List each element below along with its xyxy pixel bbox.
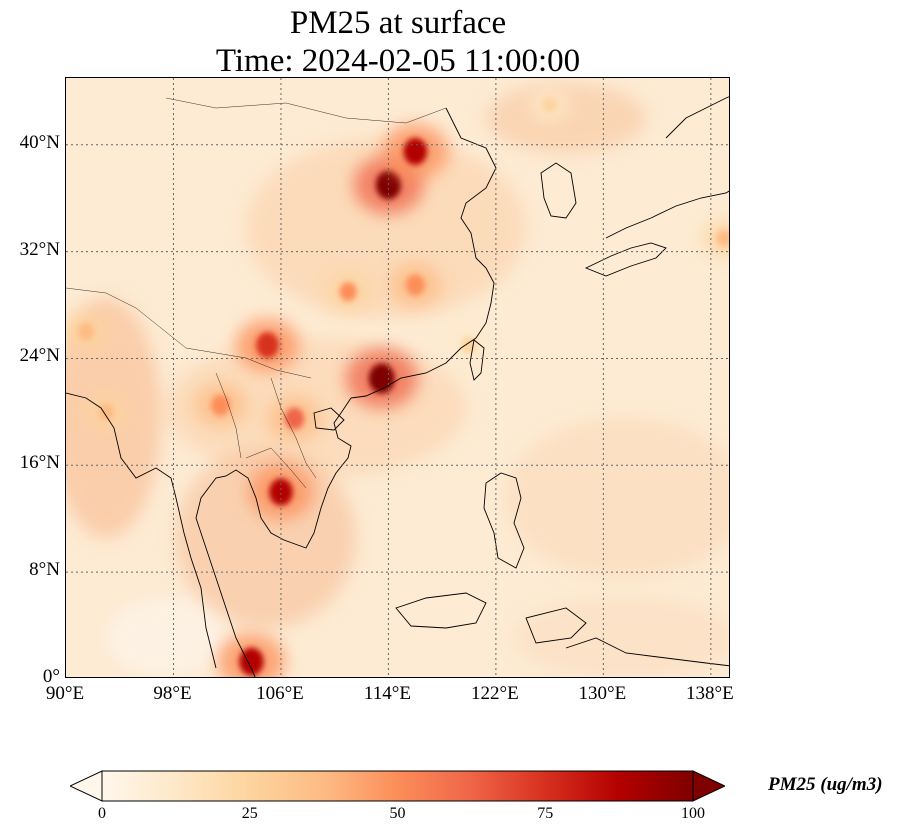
lat-tick-label: 16°N (19, 452, 60, 474)
lat-tick-label: 40°N (19, 131, 60, 153)
hotspot-7 (194, 383, 247, 428)
graticule (66, 78, 729, 677)
hotspot-12 (448, 327, 490, 363)
lat-tick-label: 8°N (29, 559, 60, 581)
colorbar-max-extend (692, 770, 725, 802)
map-title: PM25 at surface (289, 5, 507, 41)
map-subtitle-time: Time: 2024-02-05 11:00:00 (215, 43, 581, 79)
colorbar (70, 770, 725, 802)
hotspot-11 (217, 633, 286, 677)
lon-tick-label: 106°E (256, 683, 304, 704)
hotspot-4 (248, 464, 314, 520)
hotspot-1 (382, 124, 448, 179)
lon-tick-label: 114°E (363, 683, 411, 704)
pm25-hotspots (66, 87, 729, 677)
colorbar-label: PM25 (ug/m3) (768, 774, 883, 796)
pm25-field-map (66, 78, 729, 677)
lon-tick-label: 98°E (153, 683, 192, 704)
colorbar-tick-label: 0 (98, 805, 106, 822)
hotspot-9 (66, 312, 109, 351)
colorbar-tick-label: 100 (681, 805, 705, 822)
colorbar-tick-label: 50 (389, 805, 406, 822)
hotspot-14 (529, 87, 571, 123)
lat-tick-label: 24°N (19, 345, 60, 367)
hotspot-3 (345, 348, 418, 409)
colorbar-gradient (101, 770, 694, 802)
hotspot-2 (235, 318, 300, 372)
colorbar-min-extend (70, 770, 103, 802)
hotspot-13 (702, 219, 729, 257)
colorbar-label-text: PM25 (ug/m3) (768, 774, 883, 795)
lat-tick-label: 0° (42, 666, 60, 687)
colorbar-tick-label: 75 (537, 805, 554, 822)
coastlines (66, 96, 729, 677)
lon-tick-label: 90°E (45, 683, 85, 704)
lon-tick-label: 138°E (685, 683, 734, 704)
lat-tick-label: 32°N (19, 238, 60, 260)
lon-tick-label: 130°E (578, 683, 627, 704)
lon-tick-label: 122°E (471, 683, 519, 704)
hotspot-8 (324, 271, 373, 312)
hotspot-10 (84, 393, 129, 431)
map-panel (65, 77, 730, 678)
hotspot-6 (389, 263, 442, 307)
colorbar-tick-label: 25 (241, 805, 258, 822)
